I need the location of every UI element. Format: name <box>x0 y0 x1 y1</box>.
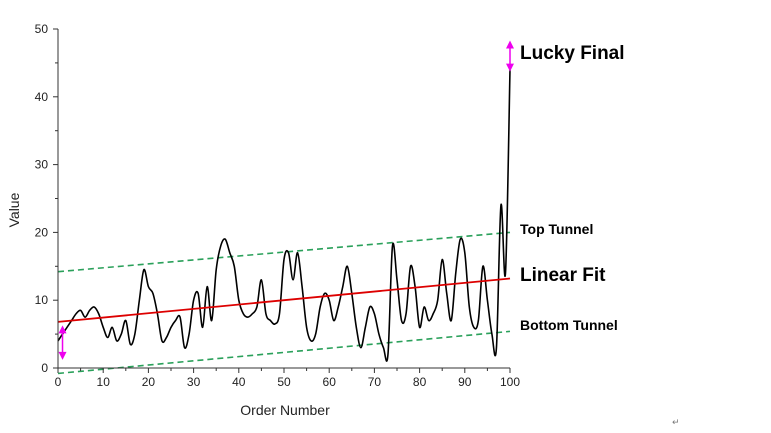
y-tick-label: 30 <box>35 158 49 172</box>
x-tick-label: 50 <box>277 375 291 389</box>
x-tick-label: 20 <box>142 375 156 389</box>
y-axis-title: Value <box>6 192 22 227</box>
arrow-head-up <box>58 325 67 334</box>
x-tick-label: 0 <box>55 375 62 389</box>
axes: 0 10 20 30 40 50 60 70 80 90 100 0 10 20 30 40 50 <box>35 22 521 389</box>
linear-fit-line <box>57 277 511 323</box>
data-series-line <box>57 69 511 362</box>
x-tick-label: 10 <box>97 375 111 389</box>
y-tick-label: 10 <box>35 293 49 307</box>
x-axis-title: Order Number <box>240 402 330 418</box>
y-tick-label: 50 <box>35 22 49 36</box>
arrow-head-up <box>506 40 514 49</box>
arrow-head-down <box>506 63 514 72</box>
annotation-linear-fit: Linear Fit <box>520 265 606 286</box>
y-tick-label: 0 <box>41 361 48 375</box>
annotation-bottom-tunnel: Bottom Tunnel <box>520 317 618 333</box>
x-tick-label: 70 <box>368 375 382 389</box>
x-tick-label: 60 <box>323 375 337 389</box>
x-tick-label: 100 <box>500 375 520 389</box>
return-mark: ↵ <box>672 418 680 428</box>
y-tick-label: 40 <box>35 90 49 104</box>
annotation-lucky-final: Lucky Final <box>520 43 625 64</box>
annotation-top-tunnel: Top Tunnel <box>520 221 593 237</box>
x-tick-label: 90 <box>458 375 472 389</box>
x-tick-label: 30 <box>187 375 201 389</box>
plot-area <box>57 40 514 375</box>
arrow-head-down <box>58 351 67 360</box>
y-tick-label: 20 <box>35 225 49 239</box>
bottom-tunnel-line <box>57 330 511 375</box>
top-tunnel-line <box>57 231 511 273</box>
x-tick-label: 80 <box>413 375 427 389</box>
x-tick-label: 40 <box>232 375 246 389</box>
